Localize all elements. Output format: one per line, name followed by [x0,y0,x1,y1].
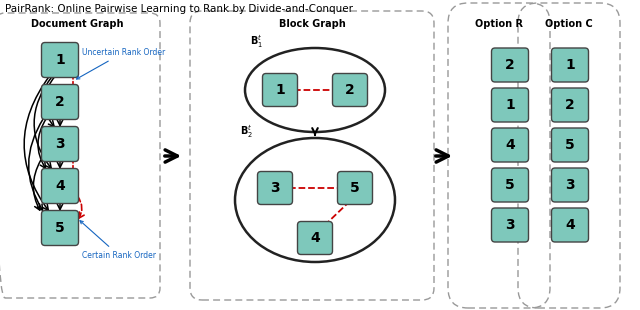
Text: 4: 4 [505,138,515,152]
FancyBboxPatch shape [492,48,529,82]
FancyBboxPatch shape [492,88,529,122]
FancyBboxPatch shape [257,171,292,205]
Text: 2: 2 [55,95,65,109]
Text: 1: 1 [505,98,515,112]
Text: 5: 5 [565,138,575,152]
FancyBboxPatch shape [42,210,79,246]
Text: 1: 1 [565,58,575,72]
FancyBboxPatch shape [552,168,589,202]
Text: 2: 2 [505,58,515,72]
Text: 2: 2 [565,98,575,112]
Text: 1: 1 [55,53,65,67]
Text: 3: 3 [565,178,575,192]
Text: 4: 4 [310,231,320,245]
FancyBboxPatch shape [552,88,589,122]
FancyBboxPatch shape [552,48,589,82]
FancyBboxPatch shape [492,168,529,202]
FancyBboxPatch shape [262,73,298,107]
FancyBboxPatch shape [552,128,589,162]
FancyBboxPatch shape [333,73,367,107]
Text: 4: 4 [55,179,65,193]
Text: 5: 5 [55,221,65,235]
Text: Block Graph: Block Graph [278,19,346,29]
Text: 1: 1 [275,83,285,97]
FancyBboxPatch shape [298,222,333,255]
Text: $\mathbf{B}_1^t$: $\mathbf{B}_1^t$ [250,33,263,50]
Text: Option R: Option R [475,19,523,29]
Text: 5: 5 [350,181,360,195]
FancyBboxPatch shape [492,128,529,162]
Text: Option C: Option C [545,19,593,29]
Text: 3: 3 [505,218,515,232]
Text: PairRank: Online Pairwise Learning to Rank by Divide-and-Conquer: PairRank: Online Pairwise Learning to Ra… [5,4,353,14]
Text: Document Graph: Document Graph [31,19,124,29]
Text: $\mathbf{B}_2^t$: $\mathbf{B}_2^t$ [240,123,253,140]
FancyBboxPatch shape [42,126,79,162]
Text: 4: 4 [565,218,575,232]
FancyBboxPatch shape [42,42,79,78]
FancyBboxPatch shape [42,85,79,119]
FancyBboxPatch shape [337,171,372,205]
Text: 3: 3 [55,137,65,151]
Text: Uncertain Rank Order: Uncertain Rank Order [77,48,165,79]
Text: 3: 3 [270,181,280,195]
Text: 5: 5 [505,178,515,192]
FancyBboxPatch shape [42,169,79,203]
Text: Certain Rank Order: Certain Rank Order [80,221,156,260]
Text: 2: 2 [345,83,355,97]
FancyBboxPatch shape [492,208,529,242]
FancyBboxPatch shape [552,208,589,242]
